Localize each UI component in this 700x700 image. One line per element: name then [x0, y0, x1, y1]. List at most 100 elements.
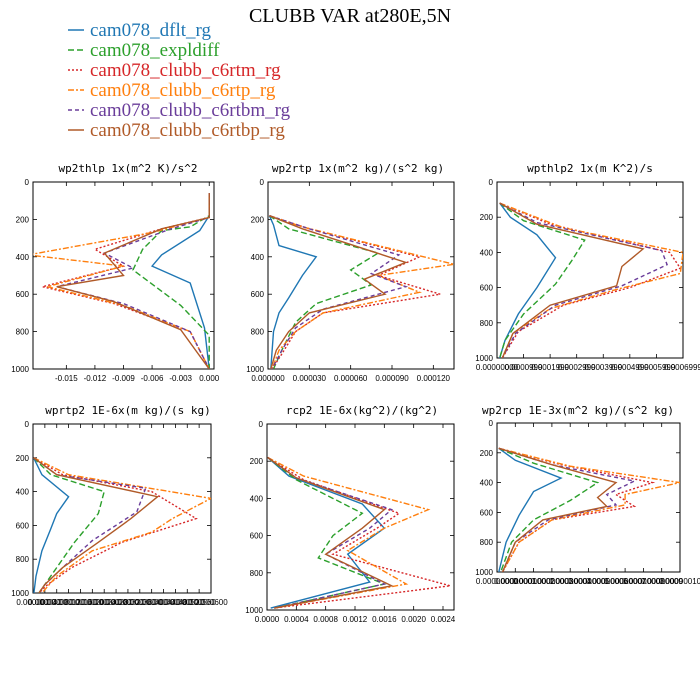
y-tick-label: 1000 [475, 354, 493, 363]
x-tick-label: 0.000120 [417, 374, 451, 383]
y-tick-label: 200 [16, 215, 30, 224]
x-tick-label: 0.00000010 [659, 577, 700, 586]
x-tick-label: -0.006 [141, 374, 164, 383]
legend: cam078_dflt_rgcam078_expldiffcam078_club… [68, 20, 291, 141]
x-tick-label: 0.000320 [111, 598, 145, 607]
x-tick-label: 0.000360 [123, 598, 157, 607]
x-tick-label: 0.000 [199, 374, 220, 383]
series-line-cam078_expldiff [498, 447, 600, 572]
x-tick-label: 0.0016 [372, 615, 397, 624]
series-line-cam078_dflt_rg [267, 456, 386, 609]
series-line-cam078_clubb_c6rtbm_rg [56, 193, 210, 369]
x-tick-label: 0.00000000 [476, 363, 519, 372]
series-line-cam078_clubb_c6rtbp_rg [498, 447, 618, 572]
series-line-cam078_clubb_c6rtbp_rg [56, 193, 210, 369]
series-line-cam078_dflt_rg [498, 447, 563, 572]
x-tick-label: -0.003 [169, 374, 192, 383]
x-tick-label: 0.00000005 [567, 577, 610, 586]
y-tick-label: 400 [16, 488, 30, 497]
plot-frame [267, 181, 455, 370]
series-line-cam078_clubb_c6rtbm_rg [499, 202, 668, 358]
y-tick-label: 0 [260, 178, 265, 187]
plot-panel: wp2thlp 1x(m^2 K)/s^2 0 200 400 600 800 1000 -0… [11, 162, 220, 383]
x-tick-label: 0.000200 [76, 598, 110, 607]
x-tick-label: 0.0004 [284, 615, 309, 624]
series-line-cam078_clubb_c6rtp_rg [269, 215, 454, 369]
y-tick-label: 400 [480, 479, 494, 488]
series-line-cam078_clubb_c6rtm_rg [267, 456, 451, 609]
y-tick-label: 200 [16, 454, 30, 463]
y-tick-label: 1000 [475, 568, 493, 577]
y-tick-label: 1000 [11, 365, 29, 374]
plot-panel: wprtp2 1E-6x(m kg)/(s kg) 0 200 400 600 800 10… [11, 404, 228, 607]
series-line-cam078_clubb_c6rtm_rg [499, 202, 682, 358]
x-tick-label: 0.000280 [99, 598, 133, 607]
legend-label: cam078_clubb_c6rtbp_rg [90, 120, 285, 141]
x-tick-label: -0.015 [55, 374, 78, 383]
series-line-cam078_clubb_c6rtbm_rg [498, 447, 637, 572]
x-tick-label: 0.0003999 [584, 363, 622, 372]
y-tick-label: 800 [480, 538, 494, 547]
series-line-cam078_clubb_c6rtp_rg [267, 456, 431, 609]
series-line-cam078_clubb_c6rtbm_rg [267, 456, 394, 609]
y-tick-label: 200 [480, 449, 494, 458]
y-tick-label: 1000 [246, 365, 264, 374]
y-tick-label: 800 [16, 555, 30, 564]
series-line-cam078_dflt_rg [499, 202, 557, 358]
y-tick-label: 200 [251, 215, 265, 224]
y-tick-label: 800 [250, 569, 264, 578]
y-tick-label: 600 [480, 284, 494, 293]
series-line-cam078_clubb_c6rtbp_rg [33, 457, 160, 593]
plot-panels: wp2thlp 1x(m^2 K)/s^2 0 200 400 600 800 1000 -0… [11, 162, 700, 624]
series-line-cam078_clubb_c6rtp_rg [498, 447, 680, 572]
x-tick-label: 0.000040 [28, 598, 62, 607]
legend-label: cam078_clubb_c6rtbm_rg [90, 100, 291, 121]
x-tick-label: 0.00000008 [622, 577, 665, 586]
x-tick-label: 0.000080 [40, 598, 74, 607]
x-tick-label: 0.00000001 [494, 577, 537, 586]
y-tick-label: 0 [25, 178, 30, 187]
series-line-cam078_dflt_rg [268, 215, 318, 369]
x-tick-label: 0.00000004 [549, 577, 592, 586]
y-tick-label: 600 [250, 532, 264, 541]
x-tick-label: 0.000160 [64, 598, 98, 607]
legend-label: cam078_clubb_c6rtp_rg [90, 80, 276, 101]
series-line-cam078_clubb_c6rtp_rg [499, 202, 683, 358]
plot-panel: rcp2 1E-6x(kg^2)/(kg^2) 0 200 400 600 800 1000… [245, 404, 456, 624]
legend-label: cam078_expldiff [90, 40, 220, 61]
x-tick-label: 0.000520 [171, 598, 205, 607]
y-tick-label: 400 [251, 253, 265, 262]
x-tick-label: 0.00000002 [512, 577, 555, 586]
panel-title: wp2thlp 1x(m^2 K)/s^2 [58, 162, 197, 175]
figure-title: CLUBB VAR at280E,5N [249, 5, 451, 27]
x-tick-label: 0.000030 [293, 374, 327, 383]
legend-label: cam078_clubb_c6rtm_rg [90, 60, 281, 81]
plot-panel: wp2rtp 1x(m^2 kg)/(s^2 kg) 0 200 400 600 800 1… [246, 162, 455, 383]
x-tick-label: 0.000090 [375, 374, 409, 383]
x-tick-label: 0.000600 [194, 598, 228, 607]
plot-frame [496, 422, 681, 573]
y-tick-label: 600 [16, 290, 30, 299]
y-tick-label: 1000 [11, 589, 29, 598]
x-tick-label: 0.000120 [52, 598, 86, 607]
plot-panel: wp2rcp 1E-3x(m^2 kg)/(s^2 kg) 0 200 400 600 8… [475, 404, 700, 586]
x-tick-label: 0.000400 [135, 598, 169, 607]
x-tick-label: 0.0005999 [637, 363, 675, 372]
series-line-cam078_clubb_c6rtbm_rg [33, 457, 147, 593]
y-tick-label: 600 [16, 521, 30, 530]
x-tick-label: 0.000240 [88, 598, 122, 607]
plot-frame [266, 423, 455, 611]
x-tick-label: 0.000000 [251, 374, 285, 383]
x-tick-label: 0.0000 [255, 615, 280, 624]
x-tick-label: 0.000440 [147, 598, 181, 607]
series-line-cam078_clubb_c6rtp_rg [33, 193, 210, 369]
x-tick-label: 0.0008 [313, 615, 338, 624]
series-line-cam078_dflt_rg [33, 457, 70, 593]
x-tick-label: 0.0024 [431, 615, 456, 624]
x-tick-label: -0.009 [112, 374, 135, 383]
series-line-cam078_clubb_c6rtbm_rg [269, 215, 409, 369]
y-tick-label: 400 [250, 494, 264, 503]
series-line-cam078_clubb_c6rtp_rg [33, 457, 211, 593]
x-tick-label: 0.0020 [401, 615, 426, 624]
